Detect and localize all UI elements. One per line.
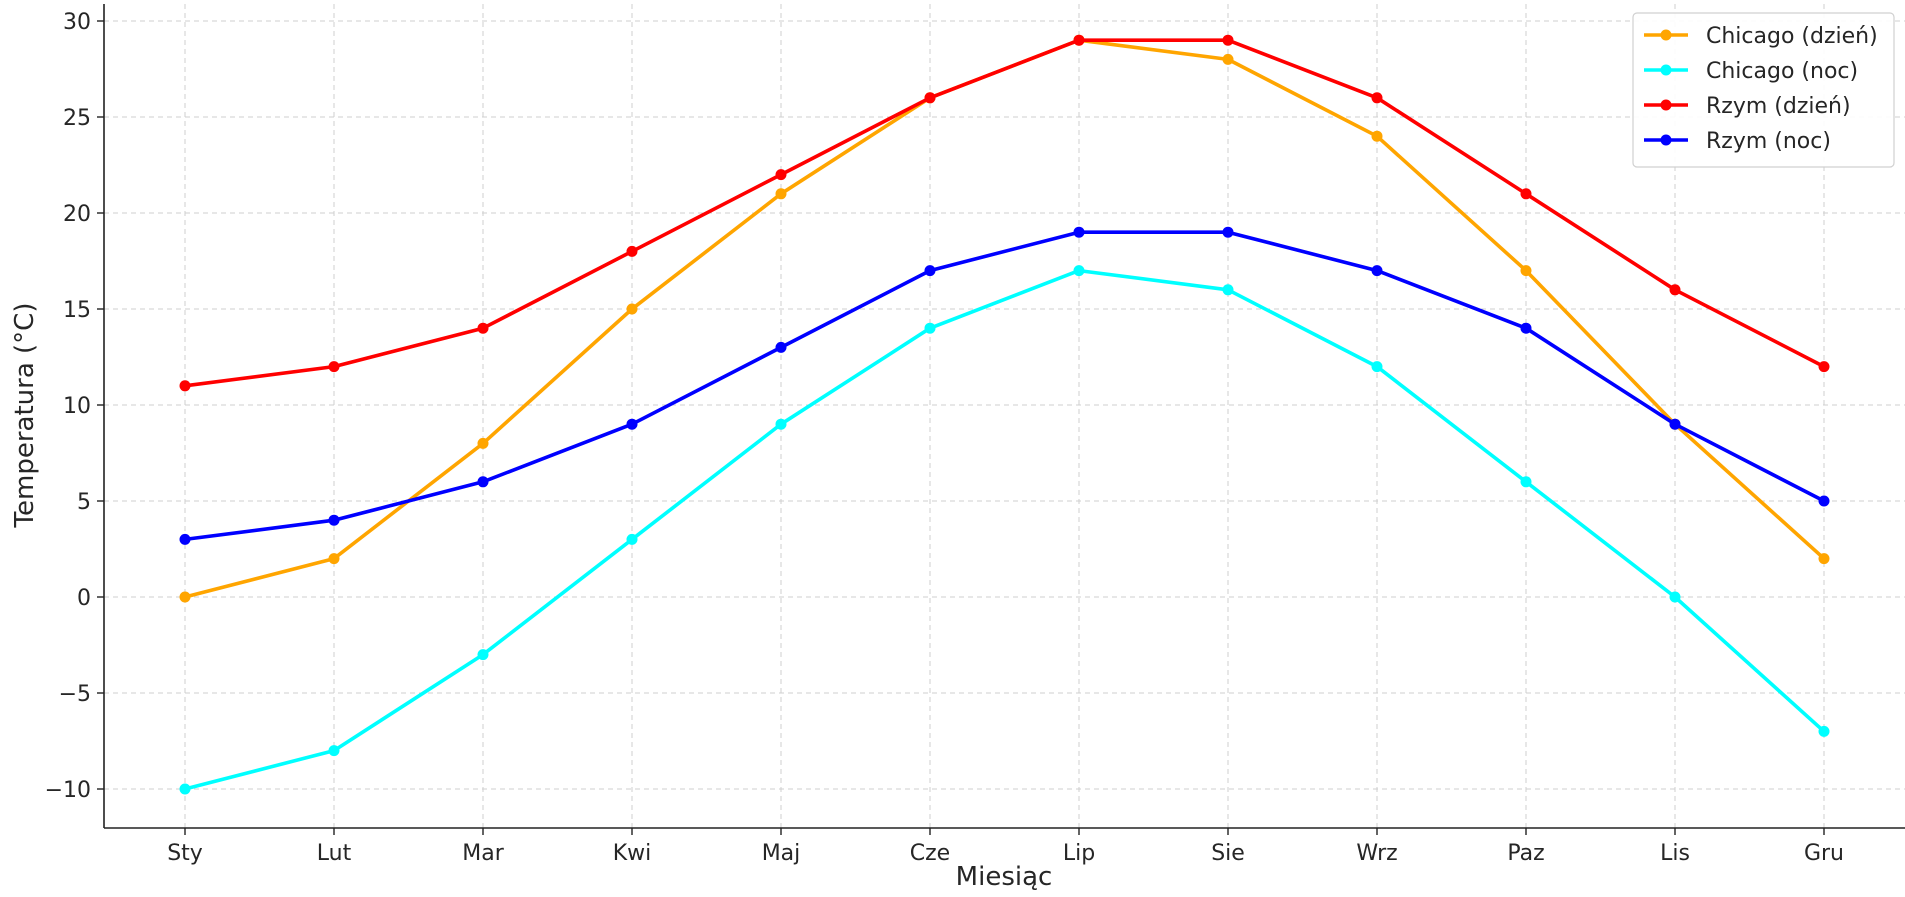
y-tick-label: 20	[63, 202, 91, 227]
x-tick-label: Lut	[317, 841, 352, 866]
data-point	[626, 533, 638, 545]
x-tick-label: Kwi	[613, 841, 652, 866]
legend-marker	[1660, 99, 1672, 111]
series-3	[179, 226, 1830, 545]
x-axis-ticks: Sty Lut Mar Kwi Maj Cze Lip Sie Wrz Paz Lis Gru	[167, 828, 1844, 866]
legend-label: Rzym (dzień)	[1706, 94, 1851, 119]
series-line	[183, 38, 1826, 388]
y-axis-label: Temperatura (°C)	[10, 303, 40, 529]
data-point	[477, 476, 489, 488]
x-tick-label: Wrz	[1356, 841, 1397, 866]
legend-item: Rzym (dzień)	[1644, 94, 1851, 119]
legend-label: Chicago (dzień)	[1706, 24, 1878, 49]
data-point	[1520, 322, 1532, 334]
y-tick-label: −10	[45, 778, 91, 803]
series-lines	[179, 34, 1830, 795]
data-point	[1371, 361, 1383, 373]
y-tick-label: −5	[59, 682, 91, 707]
series-line	[183, 230, 1826, 542]
data-point	[477, 322, 489, 334]
data-point	[1669, 418, 1681, 430]
data-point	[775, 188, 787, 200]
x-tick-label: Gru	[1804, 841, 1844, 866]
data-point	[328, 514, 340, 526]
y-tick-label: 15	[63, 298, 91, 323]
data-point	[626, 303, 638, 315]
legend-item: Rzym (noc)	[1644, 129, 1831, 154]
series-0	[179, 34, 1830, 603]
legend-marker	[1660, 29, 1672, 41]
data-point	[328, 745, 340, 757]
y-tick-label: 30	[63, 10, 91, 35]
axes	[103, 4, 1905, 829]
legend-item: Chicago (dzień)	[1644, 24, 1878, 49]
data-point	[775, 418, 787, 430]
x-tick-label: Lip	[1063, 841, 1095, 866]
data-point	[1520, 476, 1532, 488]
data-point	[626, 245, 638, 257]
x-tick-label: Mar	[462, 841, 504, 866]
legend-label: Chicago (noc)	[1706, 59, 1858, 84]
data-point	[477, 437, 489, 449]
y-tick-label: 10	[63, 394, 91, 419]
data-point	[328, 553, 340, 565]
y-tick-label: 0	[77, 586, 91, 611]
legend-marker	[1660, 64, 1672, 76]
data-point	[1371, 130, 1383, 142]
x-tick-label: Sty	[167, 841, 203, 866]
series-2	[179, 34, 1830, 392]
data-point	[179, 783, 191, 795]
data-point	[477, 649, 489, 661]
data-point	[1073, 226, 1085, 238]
x-axis-label: Miesiąc	[956, 862, 1053, 892]
data-point	[1222, 284, 1234, 296]
data-point	[1371, 92, 1383, 104]
series-line	[183, 38, 1826, 599]
series-line	[183, 268, 1826, 791]
data-point	[179, 591, 191, 603]
x-tick-label: Sie	[1211, 841, 1245, 866]
data-point	[924, 92, 936, 104]
data-point	[1222, 53, 1234, 65]
data-point	[1222, 226, 1234, 238]
data-point	[1669, 591, 1681, 603]
y-axis-ticks: −10 −5 0 5 10 15 20 25 30	[45, 10, 104, 803]
data-point	[1818, 495, 1830, 507]
data-point	[179, 533, 191, 545]
data-point	[1818, 553, 1830, 565]
y-tick-label: 25	[63, 106, 91, 131]
series-1	[179, 265, 1830, 795]
data-point	[626, 418, 638, 430]
data-point	[1371, 265, 1383, 277]
data-point	[328, 361, 340, 373]
legend: Chicago (dzień) Chicago (noc) Rzym (dzień)…	[1632, 12, 1895, 168]
data-point	[775, 169, 787, 181]
data-point	[179, 380, 191, 392]
x-tick-label: Paz	[1507, 841, 1544, 866]
legend-marker	[1660, 134, 1672, 146]
data-point	[1818, 725, 1830, 737]
data-point	[1818, 361, 1830, 373]
x-tick-label: Cze	[910, 841, 950, 866]
data-point	[1222, 34, 1234, 46]
data-point	[775, 341, 787, 353]
y-tick-label: 5	[77, 490, 91, 515]
data-point	[1520, 265, 1532, 277]
data-point	[1669, 284, 1681, 296]
data-point	[924, 322, 936, 334]
x-tick-label: Lis	[1660, 841, 1690, 866]
legend-box	[1632, 12, 1895, 168]
legend-label: Rzym (noc)	[1706, 129, 1831, 154]
data-point	[924, 265, 936, 277]
data-point	[1520, 188, 1532, 200]
data-point	[1073, 34, 1085, 46]
x-tick-label: Maj	[762, 841, 801, 866]
legend-item: Chicago (noc)	[1644, 59, 1858, 84]
data-point	[1073, 265, 1085, 277]
